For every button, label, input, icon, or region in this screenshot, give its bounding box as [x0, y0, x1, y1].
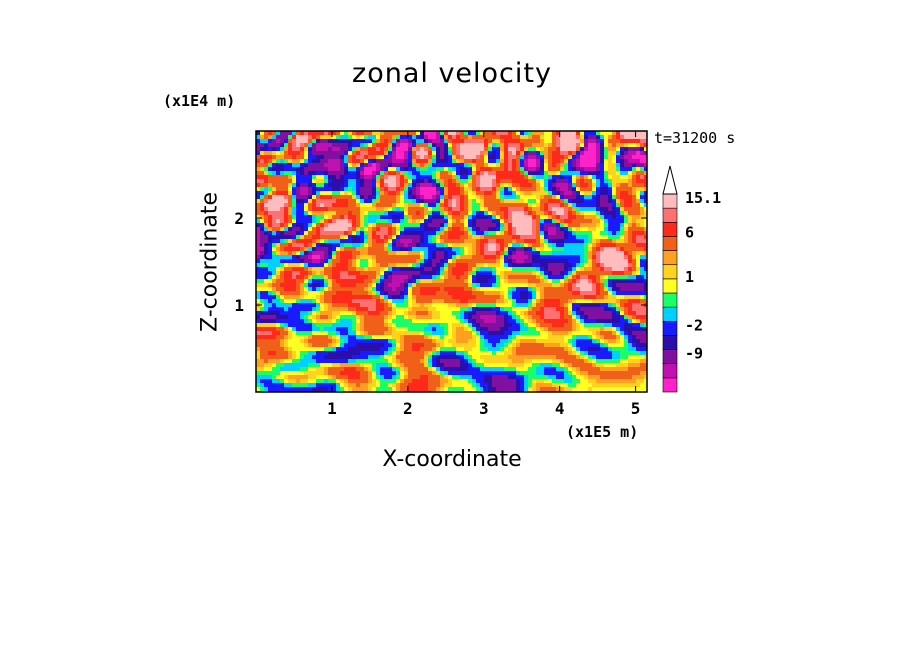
- colorbar-segment: [662, 278, 678, 294]
- colorbar-label: -9: [685, 345, 703, 363]
- colorbar-label: -2: [685, 316, 703, 334]
- colorbar-extension: [662, 165, 678, 195]
- z-tick-label: 1: [234, 296, 244, 315]
- colorbar-segment: [662, 349, 678, 365]
- plot-frame: [255, 130, 648, 393]
- colorbar-segment: [662, 292, 678, 308]
- z-axis-scale-label: (x1E4 m): [163, 92, 236, 110]
- x-axis-label-text: X-coordinate: [382, 447, 522, 472]
- colorbar-label: 15.1: [685, 189, 721, 207]
- x-tick-label: 2: [403, 399, 413, 418]
- velocity-field: [256, 131, 647, 392]
- colorbar: 15.1 6 1 -2 -9: [662, 165, 721, 393]
- colorbar-segment: [662, 207, 678, 223]
- colorbar-segment: [662, 264, 678, 280]
- colorbar-segment: [662, 377, 678, 393]
- chart-title: zonal velocity: [352, 58, 552, 89]
- x-tick-label: 3: [479, 399, 489, 418]
- colorbar-segment: [662, 250, 678, 266]
- x-axis-label: X-coordinate: [0, 447, 904, 472]
- time-label: t=31200 s: [654, 129, 736, 147]
- colorbar-label: 1: [685, 268, 694, 286]
- x-axis-scale-label: (x1E5 m): [566, 423, 639, 441]
- colorbar-label: 6: [685, 223, 694, 241]
- axes: 1 2 3 4 5 1 2: [234, 131, 647, 418]
- colorbar-segment: [662, 335, 678, 350]
- colorbar-segment: [662, 236, 678, 251]
- colorbar-segment: [662, 193, 678, 209]
- colorbar-segment: [662, 221, 678, 237]
- colorbar-segment: [662, 306, 678, 322]
- x-tick-label: 4: [555, 399, 565, 418]
- x-tick-label: 5: [631, 399, 641, 418]
- x-tick-label: 1: [327, 399, 337, 418]
- colorbar-segment: [662, 363, 678, 379]
- z-tick-label: 2: [234, 209, 244, 228]
- colorbar-segment: [662, 320, 678, 336]
